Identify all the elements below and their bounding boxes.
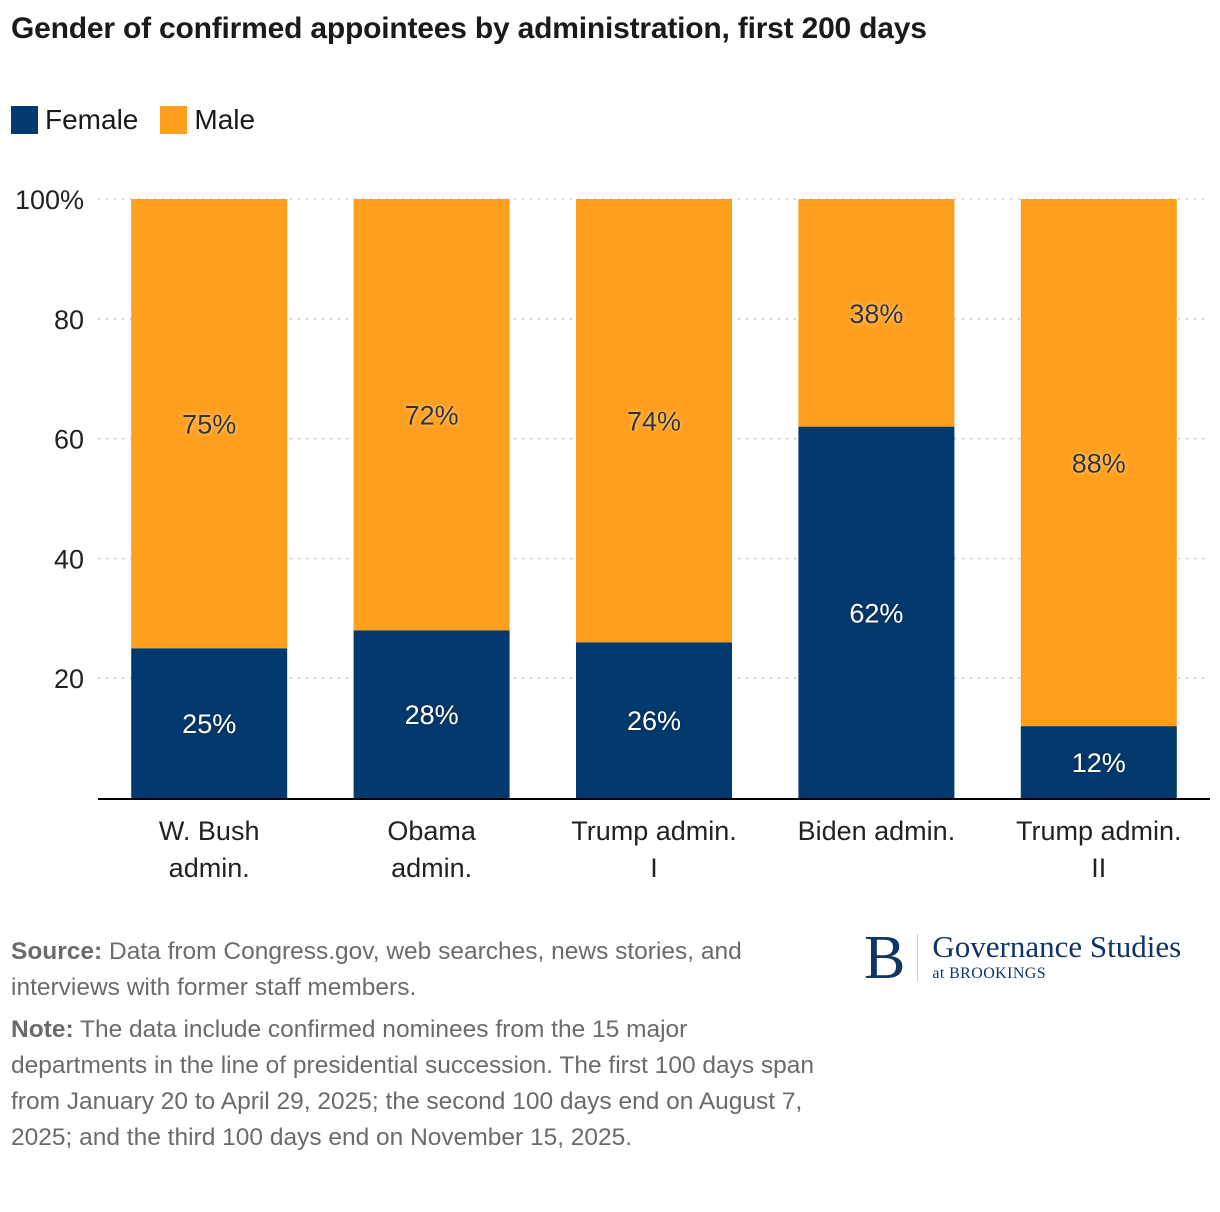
x-tick-label: Trump admin. — [571, 816, 737, 846]
source-note: Source: Data from Congress.gov, web sear… — [11, 934, 821, 1006]
legend-swatch-female — [11, 106, 38, 134]
legend-item-female: Female — [11, 104, 138, 136]
legend: Female Male — [11, 104, 277, 136]
logo-letter: B — [864, 924, 906, 992]
bar-female — [1020, 726, 1177, 798]
x-tick-label: admin. — [169, 853, 250, 883]
chart-title: Gender of confirmed appointees by admini… — [11, 12, 927, 45]
y-tick-label: 80 — [54, 305, 84, 335]
logo-divider — [917, 934, 919, 982]
logo-name: Governance Studies — [932, 929, 1182, 964]
x-tick-label: II — [1091, 853, 1106, 883]
data-label-male: 88% — [1072, 449, 1126, 479]
y-tick-label: 100% — [15, 185, 84, 215]
bar-male — [798, 199, 955, 427]
x-tick-label: W. Bush — [159, 816, 260, 846]
legend-item-male: Male — [160, 104, 255, 136]
y-tick-label: 40 — [54, 544, 84, 574]
data-label-female: 26% — [627, 706, 681, 736]
note-label: Note: — [11, 1016, 74, 1043]
bar-male — [353, 199, 510, 631]
y-tick-label: 20 — [54, 664, 84, 694]
source-label: Source: — [11, 938, 103, 965]
bar-male — [576, 199, 732, 643]
x-tick-label: admin. — [391, 853, 472, 883]
data-label-female: 12% — [1072, 748, 1126, 778]
x-axis-ticks: W. Bush admin. Obama admin. Trump admin. I Bid… — [159, 816, 1182, 883]
data-label-male: 38% — [849, 299, 903, 329]
legend-label-female: Female — [45, 104, 139, 135]
data-label-male: 72% — [405, 401, 459, 431]
bar-female — [798, 426, 955, 798]
x-tick-label: Obama — [387, 816, 477, 846]
bar-female — [131, 648, 288, 798]
bar-male — [1020, 199, 1177, 727]
brookings-logo: B Governance Studies at BROOKINGS — [864, 924, 1182, 992]
y-axis-ticks: 20 40 60 80 100% — [15, 185, 84, 694]
logo-subtitle: at BROOKINGS — [932, 965, 1047, 982]
bars — [131, 199, 1177, 798]
data-labels: 25% 75% 28% 72% 26% 74% 62% 38% 12% 88% — [182, 299, 1126, 778]
y-tick-label: 60 — [54, 425, 84, 455]
source-text: Data from Congress.gov, web searches, ne… — [11, 938, 742, 1001]
data-label-male: 74% — [627, 407, 681, 437]
footer-notes: Source: Data from Congress.gov, web sear… — [11, 934, 821, 1162]
note: Note: The data include confirmed nominee… — [11, 1012, 821, 1156]
bar-male — [131, 199, 288, 649]
x-tick-label: I — [650, 853, 658, 883]
data-label-male: 75% — [182, 410, 236, 440]
data-label-female: 62% — [849, 598, 903, 628]
legend-label-male: Male — [194, 104, 256, 135]
data-label-female: 25% — [182, 709, 236, 739]
stacked-bar-chart: 20 40 60 80 100% 25% 75% 28% 72% 26% 74% 62% 38% 12%… — [15, 185, 1210, 883]
data-label-female: 28% — [405, 700, 459, 730]
bar-female — [353, 630, 510, 798]
note-text: The data include confirmed nominees from… — [11, 1016, 815, 1151]
legend-swatch-male — [160, 106, 188, 134]
bar-female — [576, 642, 732, 798]
x-tick-label: Trump admin. — [1016, 816, 1182, 846]
x-tick-label: Biden admin. — [798, 816, 956, 846]
